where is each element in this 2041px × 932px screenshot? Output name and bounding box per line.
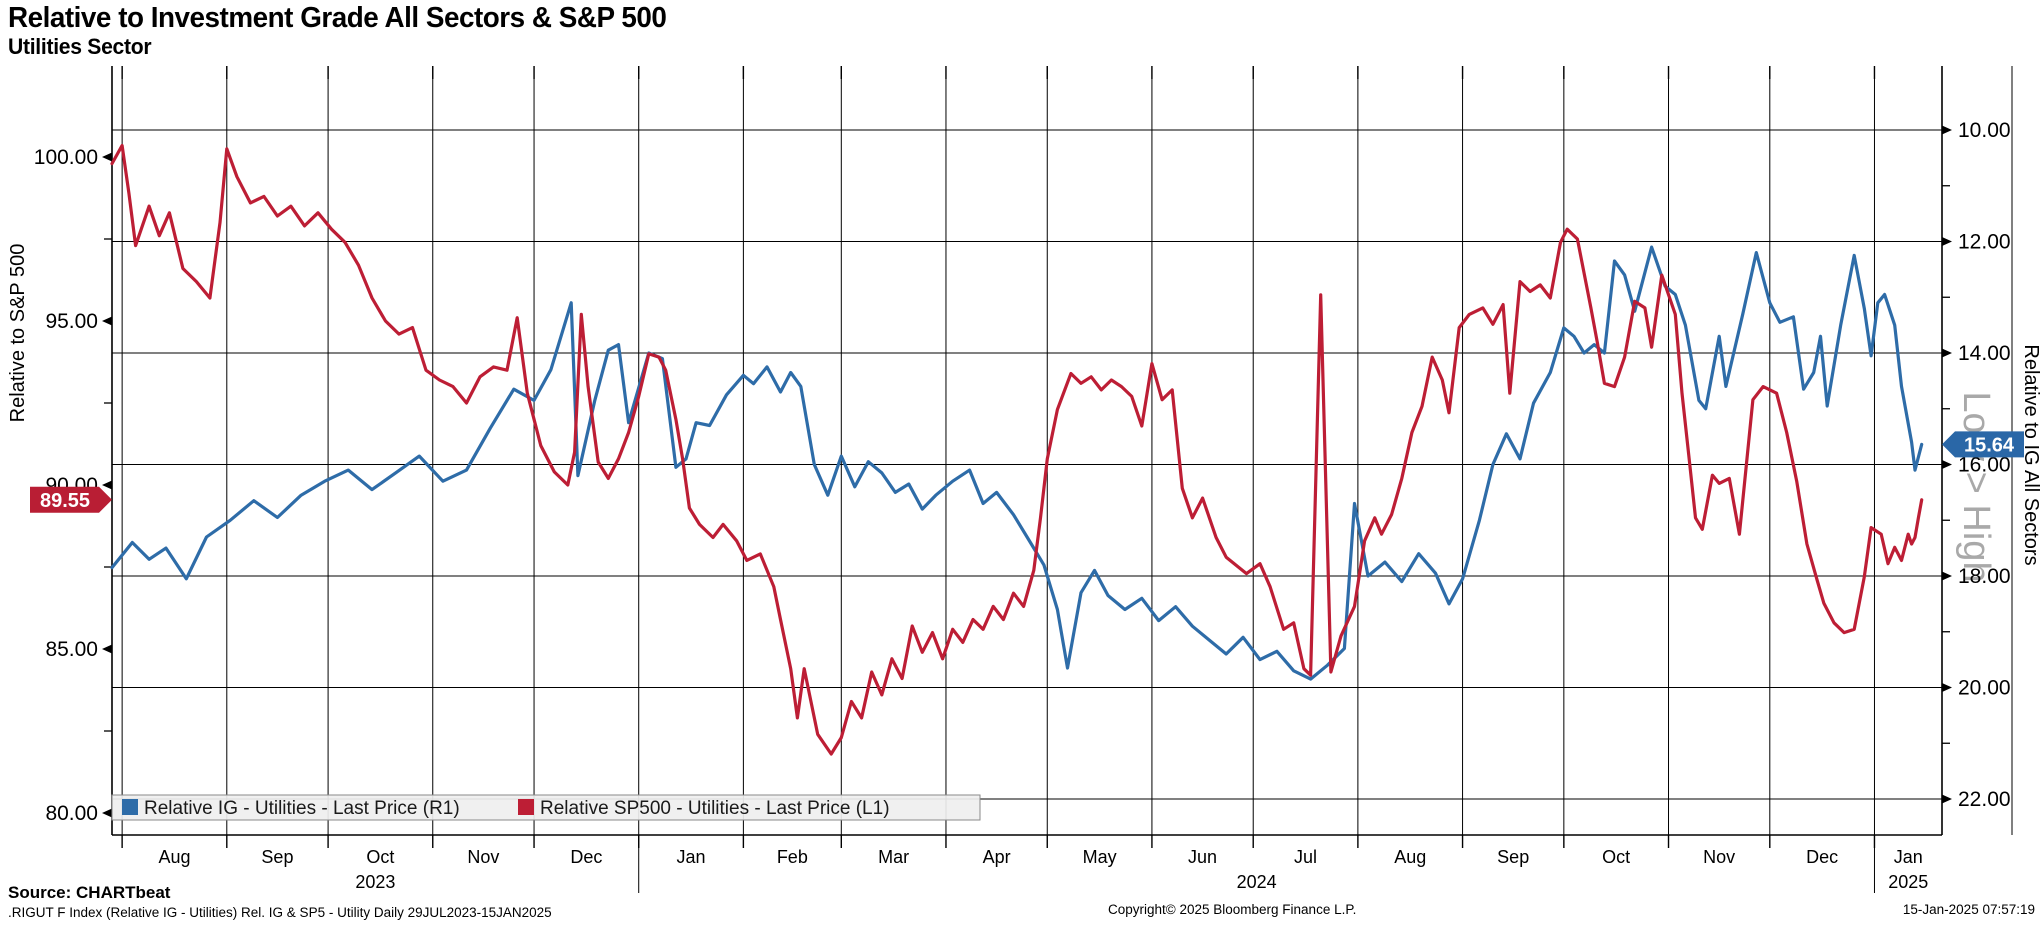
copyright-notice: Copyright© 2025 Bloomberg Finance L.P. (1108, 902, 1357, 917)
right-last-value-badge (1942, 431, 2024, 458)
right-tick-arrow (1942, 794, 1952, 804)
month-label: Nov (467, 847, 499, 867)
watermark-low-high: Low > High (1955, 391, 1997, 582)
left-tick-arrow (102, 316, 112, 326)
series-ig-line (110, 245, 1924, 681)
right-axis-tick-label: 14.00 (1958, 342, 2011, 365)
right-tick-arrow (1942, 237, 1952, 246)
series-sp500-line (110, 143, 1924, 756)
right-axis-tick-label: 22.00 (1958, 788, 2011, 811)
month-label: Apr (983, 847, 1011, 867)
month-label: Aug (1394, 847, 1426, 867)
month-label: Feb (777, 847, 808, 867)
right-axis-tick-label: 12.00 (1958, 231, 2011, 254)
month-label: Oct (366, 847, 394, 867)
left-axis-tick-label: 100.00 (34, 146, 98, 169)
timestamp: 15-Jan-2025 07:57:19 (1902, 902, 2035, 917)
year-label: 2025 (1888, 872, 1928, 892)
right-axis-tick-label: 18.00 (1958, 565, 2011, 588)
left-axis-tick-label: 85.00 (45, 638, 98, 661)
legend-box (111, 794, 981, 821)
right-tick-arrow (1942, 348, 1952, 358)
month-label: Mar (878, 847, 909, 867)
left-tick-arrow (102, 644, 112, 654)
left-tick-arrow (102, 808, 112, 818)
source-label: Source: CHARTbeat (8, 883, 171, 902)
legend-item-label[interactable]: Relative SP500 - Utilities - Last Price … (540, 798, 890, 819)
month-label: Sep (261, 847, 293, 867)
left-axis-tick-label: 80.00 (45, 802, 98, 825)
left-axis-tick-label: 95.00 (45, 310, 98, 333)
right-axis-title: Relative to IG All Sectors (2020, 344, 2041, 565)
left-tick-arrow (102, 152, 112, 162)
year-label: 2023 (355, 872, 395, 892)
month-label: Jul (1294, 847, 1317, 867)
index-descriptor: .RIGUT F Index (Relative IG - Utilities)… (8, 905, 552, 920)
right-tick-arrow (1942, 125, 1952, 135)
right-last-value-text: 15.64 (1964, 434, 2015, 456)
month-label: Jan (677, 847, 706, 867)
month-label: Nov (1703, 847, 1735, 867)
left-tick-arrow (102, 480, 112, 490)
month-label: Jun (1188, 847, 1217, 867)
month-label: Dec (1806, 847, 1838, 867)
legend-item-label[interactable]: Relative IG - Utilities - Last Price (R1… (144, 798, 460, 819)
month-label: Aug (158, 847, 190, 867)
right-axis-tick-label: 16.00 (1958, 454, 2011, 477)
month-label: Jan (1894, 847, 1923, 867)
right-tick-arrow (1942, 460, 1952, 469)
right-axis-tick-label: 20.00 (1958, 677, 2011, 700)
left-axis-title: Relative to S&P 500 (7, 244, 29, 423)
right-axis-tick-label: 10.00 (1958, 119, 2011, 142)
left-last-value-badge (30, 486, 112, 513)
right-tick-arrow (1942, 571, 1952, 581)
month-label: Oct (1602, 847, 1630, 867)
month-label: Sep (1497, 847, 1529, 867)
legend-swatch[interactable] (122, 799, 138, 815)
legend-swatch[interactable] (518, 799, 534, 815)
chart-subtitle: Utilities Sector (8, 34, 152, 59)
page-title: Relative to Investment Grade All Sectors… (8, 2, 667, 34)
year-label: 2024 (1237, 872, 1277, 892)
month-label: Dec (570, 847, 602, 867)
right-tick-arrow (1942, 683, 1952, 692)
left-last-value-text: 89.55 (40, 490, 90, 512)
month-label: May (1083, 847, 1117, 867)
